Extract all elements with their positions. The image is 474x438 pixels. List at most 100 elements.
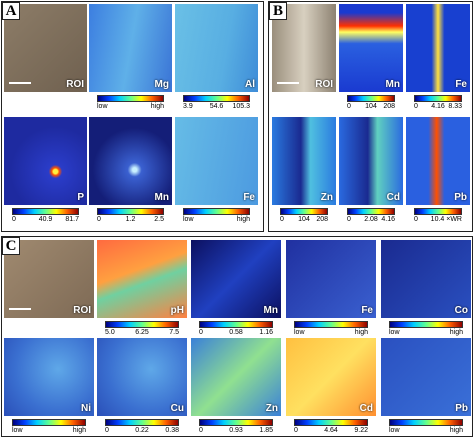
panel-frame (1, 1, 264, 232)
map-label: Al (245, 79, 255, 90)
color-bar-label: high (449, 329, 463, 336)
panel-letter: C (2, 237, 20, 255)
color-bar-label: 2.5 (154, 216, 164, 223)
map-label: Fe (455, 79, 467, 90)
map-label: Zn (320, 192, 333, 203)
color-bar (294, 419, 368, 426)
element-map: Ni (4, 338, 94, 416)
element-map: pH (97, 240, 187, 318)
color-bar-label: low (389, 427, 400, 434)
color-bar-label: high (236, 216, 250, 223)
map-label: Cd (386, 192, 400, 203)
element-map: Cd (286, 338, 376, 416)
map-label: Fe (243, 192, 255, 203)
map-label: ROI (315, 79, 333, 90)
color-bar-label: 10.4 ×WR (430, 216, 462, 223)
color-bar (183, 95, 250, 102)
map-label: P (77, 192, 84, 203)
color-bar-label: 8.33 (448, 103, 462, 110)
map-label: Fe (361, 305, 373, 316)
color-bar-label: 0 (414, 216, 418, 223)
color-bar-label: 9.22 (354, 427, 368, 434)
map-label: Mn (263, 305, 278, 316)
color-bar-label: 0.22 (135, 427, 149, 434)
panel-frame (1, 236, 473, 437)
color-bar-label: low (183, 216, 194, 223)
map-label: Co (454, 305, 468, 316)
color-bar-label: 104 (298, 216, 310, 223)
map-label: Cu (170, 403, 184, 414)
element-map: Mn (339, 4, 403, 92)
element-map: Co (381, 240, 471, 318)
color-bar-label: 1.16 (259, 329, 273, 336)
scale-bar (9, 308, 31, 310)
color-bar-label: 208 (383, 103, 395, 110)
color-bar-label: high (72, 427, 86, 434)
color-bar-label: 0.93 (229, 427, 243, 434)
color-bar (199, 321, 273, 328)
color-bar-label: 6.25 (135, 329, 149, 336)
color-bar (183, 208, 250, 215)
map-label: Mn (154, 192, 169, 203)
panel-letter: B (269, 2, 287, 20)
element-map: Zn (191, 338, 281, 416)
color-bar (97, 208, 164, 215)
color-bar-label: low (294, 329, 305, 336)
color-bar-label: 2.08 (364, 216, 378, 223)
color-bar-label: 4.16 (431, 103, 445, 110)
color-bar (97, 95, 164, 102)
color-bar-label: 1.2 (125, 216, 136, 223)
color-bar (347, 208, 395, 215)
color-bar-label: low (389, 329, 400, 336)
panel-frame (268, 1, 473, 232)
color-bar-label: 0 (347, 216, 351, 223)
element-map: Pb (406, 117, 470, 205)
color-bar-label: 0 (12, 216, 16, 223)
element-map: Al (175, 4, 258, 92)
color-bar-label: 1.85 (259, 427, 273, 434)
map-label: ROI (66, 79, 84, 90)
color-bar (414, 208, 462, 215)
map-label: Pb (455, 403, 468, 414)
color-bar (105, 419, 179, 426)
element-map: Fe (406, 4, 470, 92)
color-bar-label: 7.5 (169, 329, 179, 336)
map-label: Cd (359, 403, 373, 414)
scale-bar (9, 82, 31, 84)
color-bar-label: high (449, 427, 463, 434)
color-bar-label: 0 (105, 427, 109, 434)
color-bar-label: 0.38 (165, 427, 179, 434)
color-bar (12, 208, 79, 215)
color-bar-label: high (150, 103, 164, 110)
color-bar-label: 5.0 (105, 329, 115, 336)
element-map: Zn (272, 117, 336, 205)
color-bar-label: 3.9 (183, 103, 193, 110)
color-bar (347, 95, 395, 102)
color-bar-label: 40.9 (38, 216, 53, 223)
color-bar-label: low (97, 103, 108, 110)
color-bar-label: 0.58 (229, 329, 243, 336)
element-map: Mg (89, 4, 172, 92)
color-bar (294, 321, 368, 328)
map-label: pH (170, 305, 184, 316)
color-bar (199, 419, 273, 426)
map-label: Pb (454, 192, 467, 203)
color-bar-label: 0 (199, 427, 203, 434)
color-bar (414, 95, 462, 102)
element-map: Cd (339, 117, 403, 205)
map-label: Mg (154, 79, 169, 90)
color-bar-label: 0 (199, 329, 203, 336)
color-bar-label: 0 (97, 216, 101, 223)
color-bar (105, 321, 179, 328)
element-map: Mn (191, 240, 281, 318)
color-bar-label: 105.3 (232, 103, 250, 110)
element-map: Fe (286, 240, 376, 318)
color-bar-label: 4.64 (324, 427, 338, 434)
color-bar-label: low (12, 427, 23, 434)
map-label: Mn (385, 79, 400, 90)
color-bar-label: 0 (280, 216, 284, 223)
color-bar-label: 54.6 (209, 103, 224, 110)
element-map: P (4, 117, 87, 205)
element-map: Cu (97, 338, 187, 416)
